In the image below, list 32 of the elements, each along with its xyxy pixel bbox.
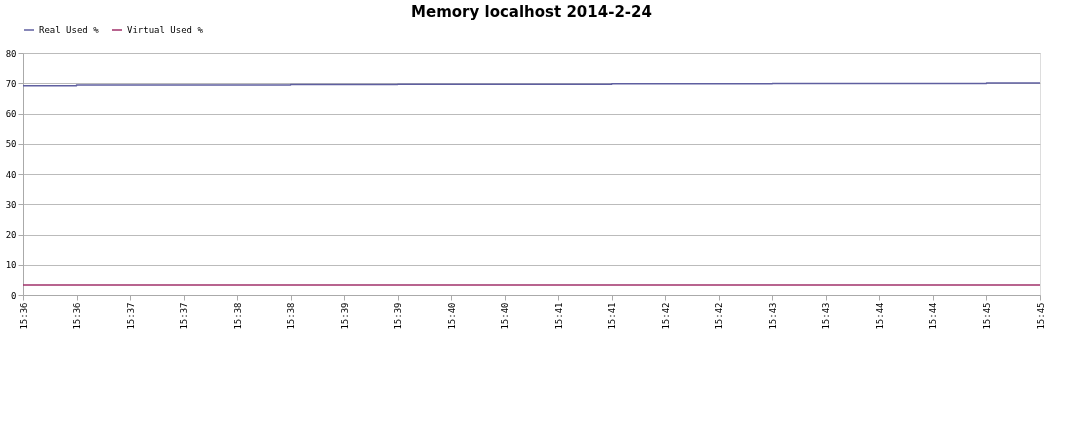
- x-tick-label: 15:37: [125, 302, 136, 330]
- chart-title: Memory localhost 2014-2-24: [411, 3, 652, 21]
- y-tick-label: 60: [5, 109, 17, 119]
- y-tick-label: 50: [5, 139, 17, 150]
- x-tick-label: 15:36: [72, 302, 83, 330]
- x-tick-label: 15:42: [714, 302, 725, 330]
- x-tick-label: 15:43: [821, 302, 832, 330]
- y-tick-label: 80: [5, 48, 17, 59]
- x-tick-label: 15:43: [767, 302, 778, 330]
- legend-label: Virtual Used %: [127, 25, 204, 35]
- x-tick-label: 15:44: [928, 302, 939, 330]
- legend-label: Real Used %: [39, 25, 100, 35]
- x-tick-label: 15:41: [607, 302, 618, 330]
- x-tick-label: 15:37: [179, 302, 190, 330]
- x-tick-label: 15:39: [339, 302, 350, 330]
- y-tick-label: 10: [5, 260, 17, 271]
- x-tick-label: 15:40: [500, 302, 511, 330]
- y-tick-label: 70: [5, 78, 17, 89]
- x-tick-label: 15:39: [393, 302, 404, 330]
- x-tick-label: 15:45: [1035, 302, 1046, 330]
- y-tick-label: 40: [5, 169, 17, 180]
- x-tick-label: 15:38: [232, 302, 243, 330]
- y-tick-label: 30: [5, 199, 17, 210]
- x-tick-label: 15:44: [874, 302, 885, 330]
- y-tick-label: 0: [11, 290, 17, 301]
- x-tick-label: 15:36: [18, 302, 29, 330]
- y-tick-label: 20: [5, 230, 17, 240]
- x-tick-label: 15:38: [286, 302, 297, 330]
- x-tick-label: 15:42: [660, 302, 671, 330]
- x-tick-label: 15:41: [553, 302, 564, 330]
- x-tick-label: 15:45: [981, 302, 992, 330]
- x-tick-label: 15:40: [446, 302, 457, 330]
